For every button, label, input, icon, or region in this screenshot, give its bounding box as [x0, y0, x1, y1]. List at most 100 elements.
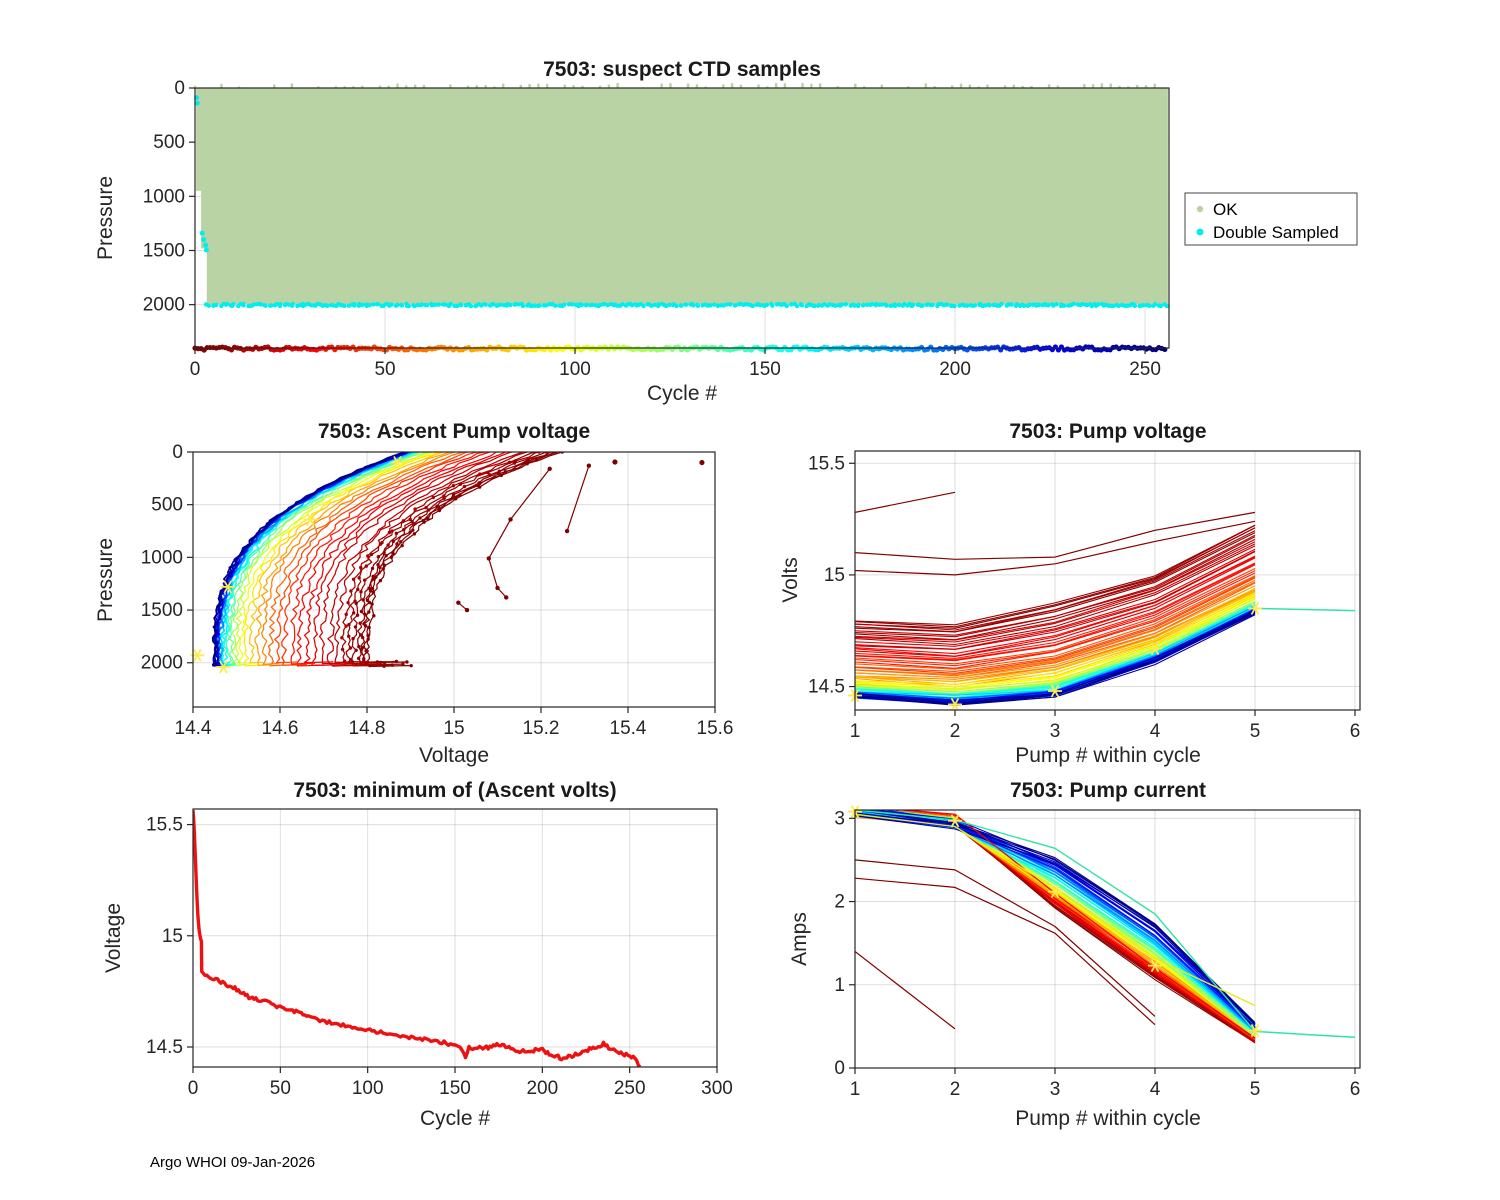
- ok-surface-speck: [854, 83, 857, 89]
- double-sampled-point: [458, 302, 463, 307]
- profile-point: [356, 587, 360, 592]
- pump-voltage-line: [855, 548, 1256, 647]
- ok-surface-speck: [1100, 83, 1104, 89]
- pump-voltage-line: [855, 588, 1256, 683]
- pump-voltage-outlier: [855, 520, 1256, 576]
- double-sampled-point: [395, 302, 400, 308]
- profile-point: [376, 662, 380, 666]
- ascent-profile-line: [326, 452, 524, 667]
- ok-surface-speck: [1144, 85, 1148, 89]
- double-sampled-point: [1096, 302, 1101, 307]
- line-group: [193, 809, 642, 1067]
- double-sampled-point: [325, 303, 330, 309]
- double-sampled-point: [695, 303, 701, 309]
- pump-voltage-line: [855, 575, 1256, 670]
- double-sampled-point: [1037, 302, 1042, 307]
- x-tick-label: 150: [749, 359, 781, 380]
- y-tick-label: 500: [151, 495, 183, 516]
- profile-point: [488, 473, 492, 477]
- pump-voltage-line: [855, 527, 1256, 629]
- double-sampled-point: [203, 247, 209, 253]
- profile-point: [386, 543, 390, 547]
- double-sampled-point: [860, 303, 866, 308]
- double-sampled-point: [1164, 303, 1169, 309]
- pump-voltage-line: [855, 538, 1256, 641]
- profile-point: [363, 578, 367, 582]
- profile-point: [366, 633, 370, 638]
- profile-point: [413, 507, 417, 511]
- x-tick-label: 1: [850, 1079, 861, 1100]
- double-sampled-point: [201, 237, 207, 243]
- star-marker: [1150, 959, 1160, 973]
- ascent-profile-line: [227, 452, 421, 667]
- ok-surface-speck: [959, 83, 963, 89]
- profile-point: [401, 519, 406, 523]
- ok-surface-speck: [387, 85, 390, 89]
- double-sampled-point: [732, 303, 738, 308]
- pump-voltage-line: [855, 557, 1256, 657]
- double-sampled-point: [584, 302, 589, 307]
- profile-point: [412, 532, 417, 536]
- outlier-point: [612, 459, 618, 465]
- x-tick-label: 100: [559, 359, 591, 380]
- double-sampled-point: [750, 303, 755, 309]
- profile-point: [344, 612, 348, 617]
- profile-point: [357, 644, 361, 649]
- double-sampled-point: [1158, 303, 1163, 309]
- pump-voltage-line: [855, 551, 1256, 651]
- ascent-profile-line: [235, 452, 431, 666]
- ok-surface-speck: [572, 85, 575, 89]
- outlier-point: [564, 528, 570, 534]
- double-sampled-point: [1009, 302, 1014, 307]
- ok-surface-speck: [783, 83, 787, 89]
- y-tick-label: 1: [834, 975, 845, 996]
- double-sampled-point: [708, 303, 713, 308]
- outlier-segment: [566, 465, 590, 532]
- ok-surface-speck: [193, 85, 197, 89]
- pump-voltage-line: [855, 598, 1256, 690]
- profile-point: [360, 635, 365, 640]
- x-tick-label: 300: [701, 1078, 733, 1099]
- double-sampled-point: [389, 302, 394, 307]
- ok-surface-speck: [405, 85, 408, 89]
- double-sampled-point: [520, 303, 526, 309]
- legend: OK Double Sampled: [1184, 192, 1358, 246]
- series-group: [855, 491, 1356, 706]
- star-marker: [306, 512, 315, 526]
- profile-point: [426, 516, 430, 521]
- star-marker: [1250, 601, 1260, 615]
- ok-surface-speck: [1135, 84, 1139, 89]
- legend-box: [1184, 192, 1358, 246]
- outlier-point: [699, 459, 705, 466]
- plot1-xlabel: Cycle #: [647, 382, 717, 405]
- ok-surface-speck: [537, 83, 540, 89]
- plot3-xlabel: Pump # within cycle: [1015, 744, 1201, 767]
- star-marker: [1250, 1024, 1260, 1038]
- profile-point: [358, 633, 363, 637]
- double-sampled-point: [794, 303, 800, 309]
- pump-voltage-line: [855, 568, 1256, 665]
- double-sampled-point: [679, 303, 684, 308]
- y-tick-label: 14.5: [808, 677, 845, 698]
- double-sampled-point: [602, 301, 607, 307]
- pump-voltage-line: [855, 610, 1256, 705]
- pump-voltage-line: [855, 594, 1256, 688]
- double-sampled-point: [206, 303, 212, 308]
- pump-voltage-line: [855, 527, 1256, 631]
- profile-point: [408, 530, 412, 534]
- plot4-title: 7503: minimum of (Ascent volts): [293, 779, 616, 802]
- y-tick-label: 0: [834, 1058, 845, 1079]
- pump-current-outlier: [855, 951, 956, 1030]
- pump-current-outlier: [855, 877, 1156, 1026]
- double-sampled-point: [278, 302, 283, 307]
- profile-point: [349, 589, 353, 593]
- pump-voltage-line: [855, 562, 1256, 659]
- double-sampled-point: [436, 302, 442, 307]
- profile-point: [366, 554, 370, 558]
- x-tick-label: 3: [1050, 1079, 1061, 1100]
- ok-surface-speck: [413, 84, 417, 89]
- x-tick-label: 2: [950, 721, 961, 742]
- x-tick-label: 150: [439, 1078, 471, 1099]
- double-sampled-point: [537, 303, 542, 308]
